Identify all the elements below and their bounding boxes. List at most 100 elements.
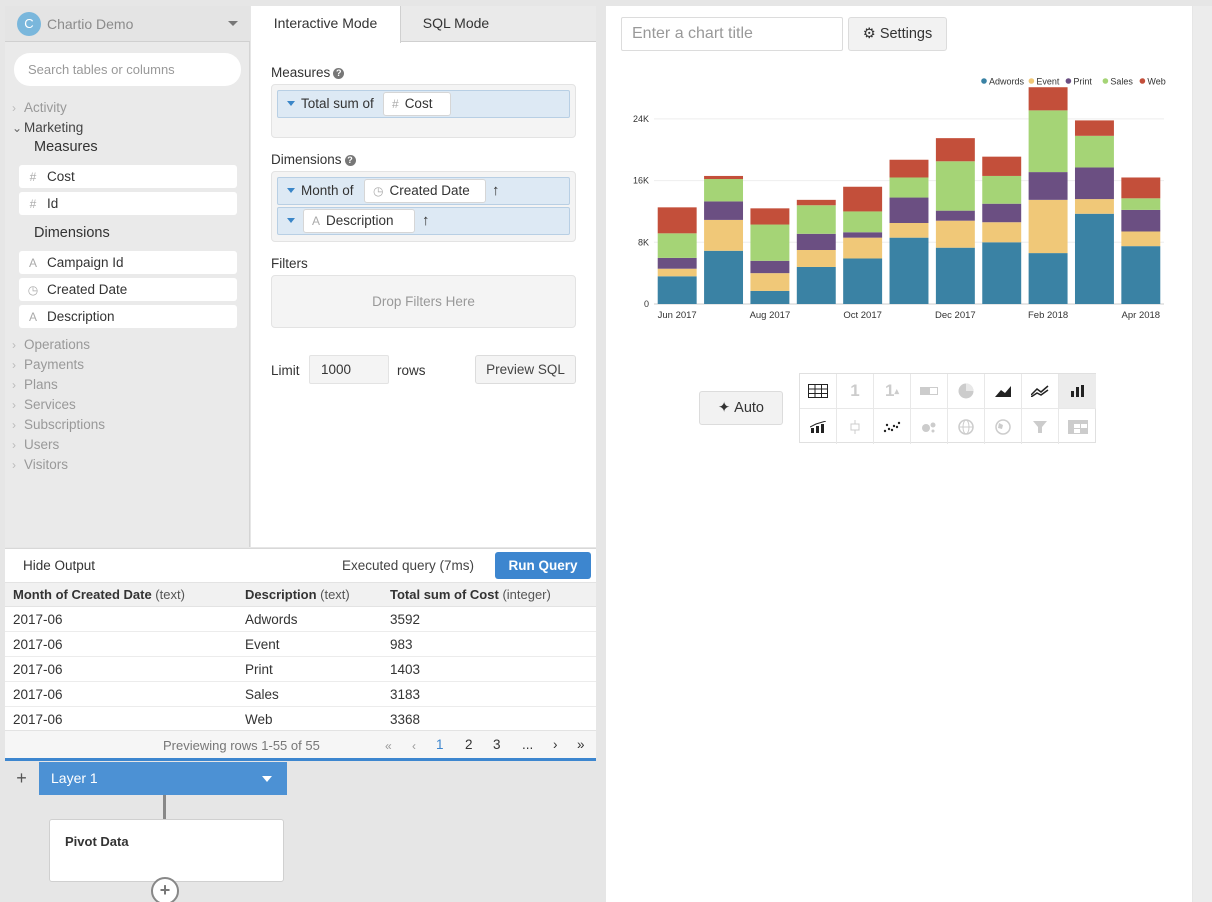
filters-section-label: Filters <box>271 256 308 271</box>
bar-segment <box>796 205 836 234</box>
settings-button[interactable]: ⚙ Settings <box>848 17 947 51</box>
help-icon[interactable]: ? <box>333 68 345 79</box>
bar-segment <box>1074 120 1114 136</box>
chevron-right-icon: › <box>12 338 16 352</box>
layer-tab[interactable]: Layer 1 <box>39 762 287 795</box>
measure-column-chip[interactable]: # Cost <box>383 92 451 116</box>
pivot-table-icon[interactable] <box>1059 409 1096 444</box>
bar-segment <box>1121 209 1161 232</box>
last-page-button[interactable]: » <box>577 737 585 752</box>
help-icon[interactable]: ? <box>344 155 356 166</box>
dimension-column-chip[interactable]: ◷ Created Date <box>364 179 486 203</box>
table-item-visitors[interactable]: › Visitors <box>12 457 69 472</box>
dimension-column-chip[interactable]: A Description <box>303 209 415 233</box>
sort-ascending-icon[interactable]: ↑ <box>422 212 430 229</box>
page-1-button[interactable]: 1 <box>436 737 444 752</box>
bar-segment <box>657 207 697 234</box>
measures-dropzone[interactable]: Total sum of # Cost <box>271 84 576 138</box>
line-chart-icon[interactable] <box>1022 374 1059 409</box>
single-value-icon[interactable]: 1 <box>837 374 874 409</box>
run-query-button[interactable]: Run Query <box>495 552 591 579</box>
text-type-icon: A <box>312 214 321 228</box>
caret-down-icon[interactable] <box>287 218 295 223</box>
add-step-button[interactable]: + <box>151 877 179 902</box>
table-item-operations[interactable]: › Operations <box>12 337 91 352</box>
legend-swatch <box>1102 78 1109 84</box>
y-tick-label: 24K <box>633 114 649 124</box>
tab-interactive-mode[interactable]: Interactive Mode <box>251 6 401 43</box>
chevron-down-icon[interactable] <box>262 776 272 782</box>
bar-segment <box>843 232 883 238</box>
field-id[interactable]: # Id <box>19 192 237 215</box>
chart-title-input[interactable] <box>621 17 843 51</box>
tab-sql-mode[interactable]: SQL Mode <box>422 15 490 31</box>
bar-segment <box>1121 177 1161 199</box>
pie-chart-icon[interactable] <box>948 374 985 409</box>
rows-label: rows <box>397 363 426 378</box>
box-plot-icon[interactable] <box>837 409 874 444</box>
area-chart-icon[interactable] <box>985 374 1022 409</box>
funnel-icon[interactable] <box>1022 409 1059 444</box>
field-campaign-id[interactable]: A Campaign Id <box>19 251 237 274</box>
bubble-icon[interactable] <box>911 409 948 444</box>
pipeline-step-card[interactable]: Pivot Data <box>49 819 284 882</box>
dimension-pill-description[interactable]: A Description ↑ <box>277 207 570 235</box>
bar-segment <box>889 223 929 238</box>
table-item-activity[interactable]: › Activity <box>12 100 67 115</box>
legend-swatch <box>1028 78 1035 84</box>
filters-dropzone[interactable]: Drop Filters Here <box>271 275 576 328</box>
datasource-selector[interactable]: C Chartio Demo <box>5 6 250 42</box>
number-icon: # <box>29 170 37 184</box>
table-item-payments[interactable]: › Payments <box>12 357 85 372</box>
field-description[interactable]: A Description <box>19 305 237 328</box>
bar-segment <box>704 219 744 251</box>
field-cost[interactable]: # Cost <box>19 165 237 188</box>
single-value-delta-icon[interactable]: 1 ▴ <box>874 374 911 409</box>
table-icon[interactable] <box>800 374 837 409</box>
limit-input[interactable] <box>309 355 389 384</box>
search-tables-input[interactable] <box>14 53 241 86</box>
measures-heading: Measures <box>34 139 98 155</box>
measure-aggregation: Total sum of <box>301 96 374 111</box>
dimensions-dropzone[interactable]: Month of ◷ Created Date ↑ A Description ↑ <box>271 171 576 242</box>
bar-segment <box>1074 167 1114 200</box>
bar-segment <box>1028 87 1068 111</box>
table-header-row: Month of Created Date (text) Description… <box>5 582 596 607</box>
chevron-right-icon: › <box>12 458 16 472</box>
field-created-date[interactable]: ◷ Created Date <box>19 278 237 301</box>
prev-page-button[interactable]: ‹ <box>412 739 416 753</box>
table-item-marketing[interactable]: ⌄ Marketing <box>12 120 84 135</box>
x-tick-label: Aug 2017 <box>750 310 791 321</box>
geo-globe-icon[interactable] <box>985 409 1022 444</box>
next-page-button[interactable]: › <box>553 737 558 752</box>
geo-map-icon[interactable] <box>948 409 985 444</box>
caret-down-icon[interactable] <box>287 101 295 106</box>
first-page-button[interactable]: « <box>385 739 392 753</box>
auto-chart-button[interactable]: ✦ Auto <box>699 391 783 425</box>
bar-segment <box>982 203 1022 223</box>
scrollbar[interactable] <box>1193 6 1212 902</box>
scatter-icon[interactable] <box>874 409 911 444</box>
hide-output-link[interactable]: Hide Output <box>23 558 96 573</box>
table-item-services[interactable]: › Services <box>12 397 76 412</box>
caret-down-icon[interactable] <box>287 188 295 193</box>
bar-chart-icon[interactable] <box>1059 374 1096 409</box>
sort-ascending-icon[interactable]: ↑ <box>492 182 500 199</box>
table-item-plans[interactable]: › Plans <box>12 377 58 392</box>
dimension-pill-created-date[interactable]: Month of ◷ Created Date ↑ <box>277 177 570 205</box>
bar-line-icon[interactable] <box>800 409 837 444</box>
add-layer-button[interactable]: + <box>5 762 38 794</box>
chevron-down-icon <box>228 21 238 26</box>
table-item-subscriptions[interactable]: › Subscriptions <box>12 417 106 432</box>
dimension-aggregation: Month of <box>301 183 354 198</box>
bar-segment <box>889 197 929 223</box>
mode-tabs: Interactive Mode SQL Mode <box>251 6 596 43</box>
progress-bar-icon[interactable] <box>911 374 948 409</box>
bar-segment <box>1121 198 1161 210</box>
preview-sql-button[interactable]: Preview SQL <box>475 355 576 384</box>
bar-segment <box>1074 199 1114 214</box>
page-2-button[interactable]: 2 <box>465 737 473 752</box>
table-item-users[interactable]: › Users <box>12 437 60 452</box>
page-3-button[interactable]: 3 <box>493 737 501 752</box>
measure-pill[interactable]: Total sum of # Cost <box>277 90 570 118</box>
